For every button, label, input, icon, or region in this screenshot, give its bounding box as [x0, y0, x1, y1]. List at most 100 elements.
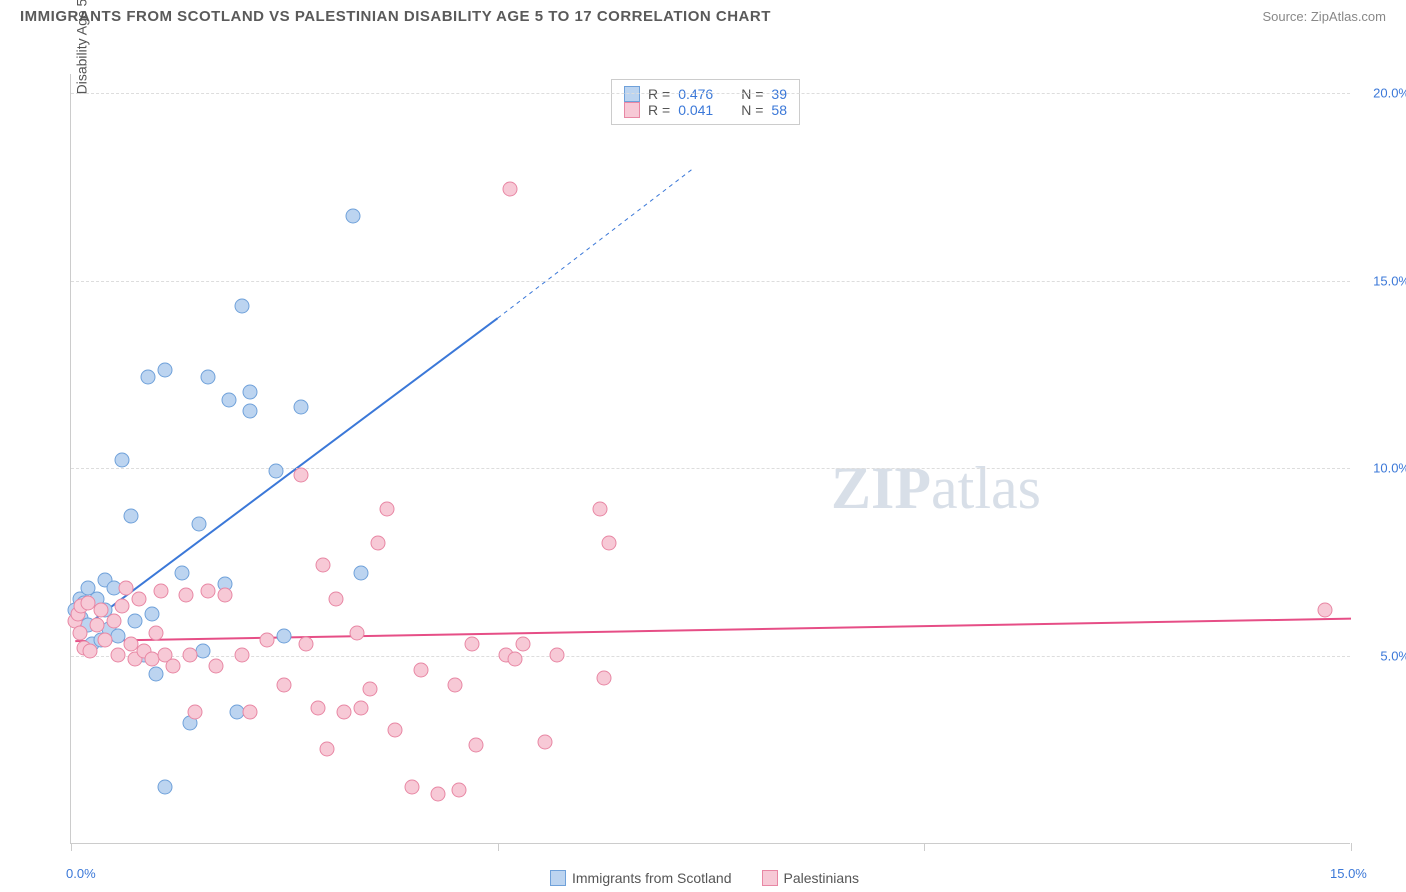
- data-point: [115, 599, 130, 614]
- data-point: [145, 606, 160, 621]
- legend-item: Immigrants from Scotland: [550, 870, 732, 886]
- data-point: [98, 633, 113, 648]
- data-point: [183, 648, 198, 663]
- data-point: [354, 565, 369, 580]
- data-point: [1318, 603, 1333, 618]
- y-tick-label: 5.0%: [1380, 649, 1406, 664]
- data-point: [200, 584, 215, 599]
- y-tick-label: 15.0%: [1373, 273, 1406, 288]
- data-point: [243, 704, 258, 719]
- y-tick-label: 10.0%: [1373, 461, 1406, 476]
- legend-stat-row: R = 0.041N = 58: [624, 102, 787, 118]
- data-point: [277, 678, 292, 693]
- data-point: [174, 565, 189, 580]
- data-point: [187, 704, 202, 719]
- data-point: [132, 591, 147, 606]
- data-point: [469, 738, 484, 753]
- x-tick-label: 0.0%: [66, 866, 96, 881]
- data-point: [516, 636, 531, 651]
- data-point: [128, 614, 143, 629]
- data-point: [234, 298, 249, 313]
- data-point: [221, 392, 236, 407]
- data-point: [192, 516, 207, 531]
- data-point: [243, 385, 258, 400]
- data-point: [328, 591, 343, 606]
- data-point: [72, 625, 87, 640]
- data-point: [140, 370, 155, 385]
- data-point: [268, 464, 283, 479]
- legend-swatch: [624, 86, 640, 102]
- x-tick: [924, 843, 925, 851]
- correlation-stats-legend: R = 0.476N = 39R = 0.041N = 58: [611, 79, 800, 125]
- data-point: [354, 700, 369, 715]
- data-point: [550, 648, 565, 663]
- gridline: [71, 656, 1350, 657]
- data-point: [465, 636, 480, 651]
- x-tick: [71, 843, 72, 851]
- data-point: [157, 779, 172, 794]
- data-point: [149, 625, 164, 640]
- data-point: [311, 700, 326, 715]
- data-point: [217, 588, 232, 603]
- legend-item: Palestinians: [762, 870, 860, 886]
- legend-label: Palestinians: [784, 870, 860, 886]
- x-tick-label: 15.0%: [1330, 866, 1367, 881]
- data-point: [196, 644, 211, 659]
- data-point: [234, 648, 249, 663]
- data-point: [320, 742, 335, 757]
- data-point: [115, 452, 130, 467]
- data-point: [157, 362, 172, 377]
- gridline: [71, 93, 1350, 94]
- data-point: [379, 501, 394, 516]
- data-point: [597, 670, 612, 685]
- data-point: [448, 678, 463, 693]
- gridline: [71, 281, 1350, 282]
- data-point: [89, 618, 104, 633]
- data-point: [260, 633, 275, 648]
- data-point: [345, 208, 360, 223]
- data-point: [106, 614, 121, 629]
- data-point: [337, 704, 352, 719]
- gridline: [71, 468, 1350, 469]
- data-point: [166, 659, 181, 674]
- data-point: [601, 535, 616, 550]
- legend-swatch: [550, 870, 566, 886]
- data-point: [452, 783, 467, 798]
- data-point: [298, 636, 313, 651]
- data-point: [294, 467, 309, 482]
- data-point: [209, 659, 224, 674]
- data-point: [593, 501, 608, 516]
- chart-header: IMMIGRANTS FROM SCOTLAND VS PALESTINIAN …: [0, 0, 1406, 29]
- data-point: [503, 182, 518, 197]
- x-tick: [1351, 843, 1352, 851]
- data-point: [405, 779, 420, 794]
- legend-swatch: [762, 870, 778, 886]
- data-point: [200, 370, 215, 385]
- x-tick: [498, 843, 499, 851]
- data-point: [388, 723, 403, 738]
- plot-area: ZIPatlas R = 0.476N = 39R = 0.041N = 58 …: [70, 74, 1350, 844]
- data-point: [123, 509, 138, 524]
- data-point: [294, 400, 309, 415]
- chart-title: IMMIGRANTS FROM SCOTLAND VS PALESTINIAN …: [20, 8, 771, 25]
- data-point: [507, 651, 522, 666]
- y-tick-label: 20.0%: [1373, 85, 1406, 100]
- trend-lines: [71, 74, 1351, 844]
- data-point: [153, 584, 168, 599]
- data-point: [119, 580, 134, 595]
- data-point: [179, 588, 194, 603]
- source-attribution: Source: ZipAtlas.com: [1262, 9, 1386, 24]
- series-legend: Immigrants from Scotland Palestinians: [550, 870, 859, 886]
- data-point: [315, 558, 330, 573]
- legend-label: Immigrants from Scotland: [572, 870, 732, 886]
- data-point: [149, 666, 164, 681]
- data-point: [82, 644, 97, 659]
- data-point: [349, 625, 364, 640]
- data-point: [362, 682, 377, 697]
- data-point: [277, 629, 292, 644]
- data-point: [537, 734, 552, 749]
- legend-stat-row: R = 0.476N = 39: [624, 86, 787, 102]
- data-point: [430, 787, 445, 802]
- data-point: [371, 535, 386, 550]
- data-point: [93, 603, 108, 618]
